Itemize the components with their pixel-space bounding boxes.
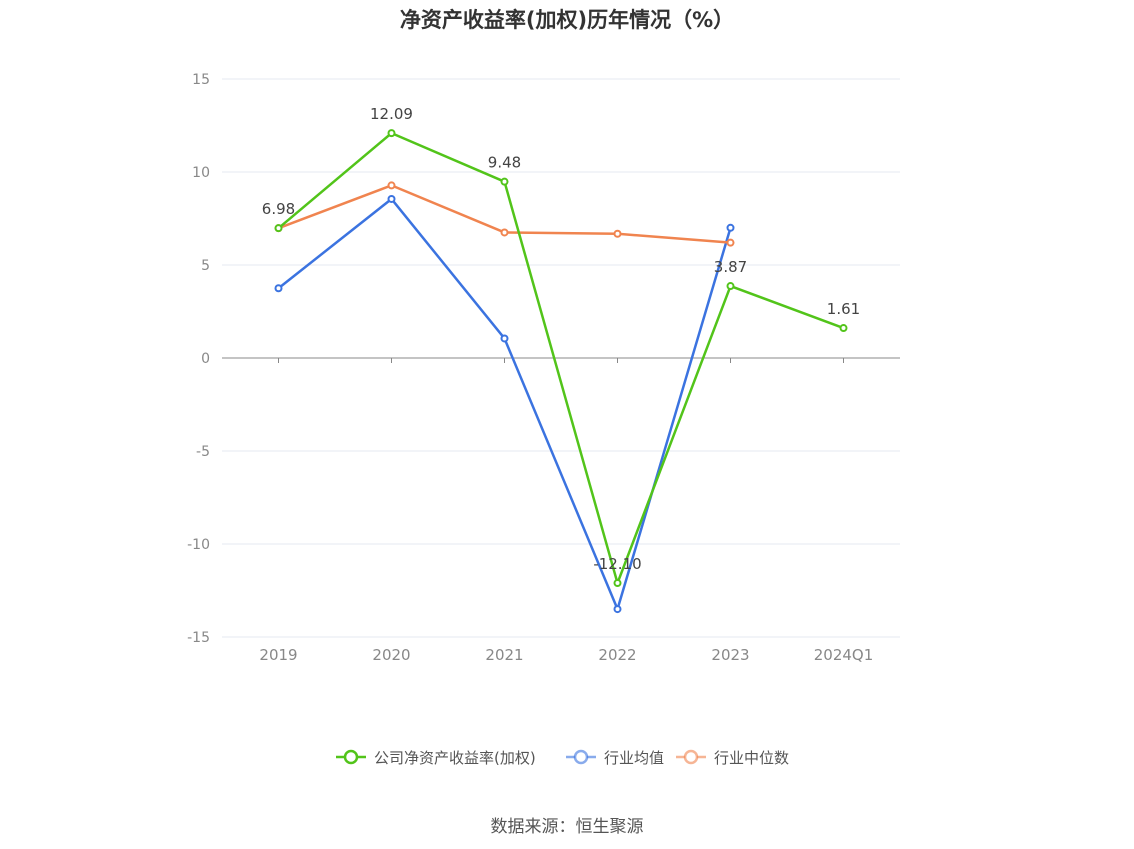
data-point [500,334,509,343]
data-point [726,282,735,291]
data-label: 6.98 [262,200,295,218]
data-label: 9.48 [488,154,521,172]
x-tick-label: 2023 [711,646,749,664]
x-tick-label: 2020 [372,646,410,664]
x-tick-label: 2019 [259,646,297,664]
data-point [613,579,622,588]
data-point [726,238,735,247]
data-point [613,229,622,238]
y-tick-label: -15 [187,630,210,646]
y-tick-label: 5 [201,258,210,274]
data-point [839,324,848,333]
data-point [274,224,283,233]
data-point [500,177,509,186]
data-point [613,605,622,614]
chart-title: 净资产收益率(加权)历年情况（%） [399,8,735,32]
x-tick-label: 2021 [485,646,523,664]
legend-marker [573,749,589,765]
legend-label: 公司净资产收益率(加权) [374,749,536,767]
y-tick-label: 15 [192,72,210,88]
data-point [726,223,735,232]
legend-label: 行业中位数 [714,749,789,767]
series-line [277,197,732,611]
y-tick-label: -5 [196,444,210,460]
legend-label: 行业均值 [604,749,664,767]
data-source: 数据来源：恒生聚源 [490,817,644,837]
data-label: 1.61 [827,300,860,318]
data-point [500,228,509,237]
data-label: 3.87 [714,258,747,276]
x-tick-label: 2022 [598,646,636,664]
data-point [387,181,396,190]
data-point [387,129,396,138]
legend-marker [683,749,699,765]
y-tick-label: -10 [187,537,210,553]
y-tick-label: 10 [192,165,210,181]
data-point [387,194,396,203]
x-tick-label: 2024Q1 [814,646,874,664]
legend-marker [343,749,359,765]
data-point [274,284,283,293]
series-line [277,131,844,585]
data-label: -12.10 [593,555,641,573]
y-tick-label: 0 [201,351,210,367]
data-label: 12.09 [370,105,413,123]
